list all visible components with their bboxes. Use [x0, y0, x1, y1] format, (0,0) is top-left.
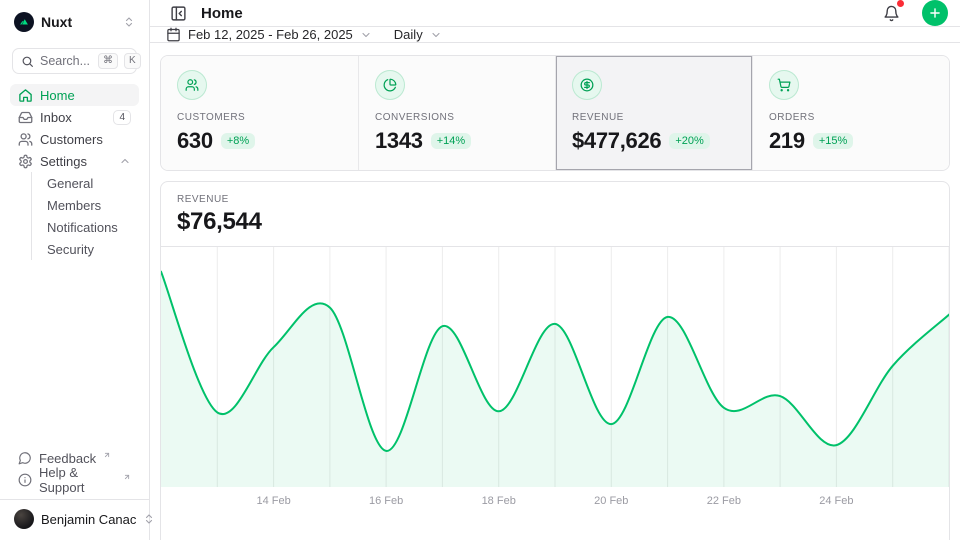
sidebar-item-label: Customers — [40, 132, 103, 147]
kbd-meta: ⌘ — [98, 53, 118, 69]
calendar-icon — [166, 27, 181, 42]
stat-label: CONVERSIONS — [375, 112, 539, 123]
svg-text:14 Feb: 14 Feb — [256, 495, 290, 507]
chart-metric-label: REVENUE — [177, 194, 933, 205]
gear-icon — [18, 154, 33, 169]
sidebar-item-notifications[interactable]: Notifications — [41, 216, 139, 238]
svg-text:18 Feb: 18 Feb — [482, 495, 516, 507]
chevron-up-down-icon — [123, 16, 135, 28]
sidebar-item-general[interactable]: General — [41, 172, 139, 194]
help-support-link[interactable]: Help & Support — [10, 469, 139, 491]
stat-delta-badge: +14% — [431, 133, 471, 149]
stat-card-conversions[interactable]: CONVERSIONS 1343 +14% — [358, 56, 555, 170]
external-link-icon — [103, 451, 111, 459]
settings-sub-list: General Members Notifications Security — [31, 172, 139, 260]
stat-card-revenue[interactable]: REVENUE $477,626 +20% — [555, 56, 752, 170]
stats-row: CUSTOMERS 630 +8% CONVERSIONS 1343 +14% — [160, 55, 950, 171]
divider — [0, 499, 149, 500]
nuxt-logo-icon — [14, 12, 34, 32]
stat-delta-badge: +8% — [221, 133, 255, 149]
inbox-icon — [18, 110, 33, 125]
filters-toolbar: Feb 12, 2025 - Feb 26, 2025 Daily — [150, 27, 960, 43]
bell-icon — [883, 5, 900, 22]
stat-value: 630 — [177, 128, 213, 154]
svg-text:24 Feb: 24 Feb — [819, 495, 853, 507]
workspace-switcher[interactable]: Nuxt — [10, 8, 139, 36]
stat-card-orders[interactable]: ORDERS 219 +15% — [752, 56, 949, 170]
dashboard-content: CUSTOMERS 630 +8% CONVERSIONS 1343 +14% — [150, 43, 960, 540]
inbox-count-badge: 4 — [113, 110, 131, 125]
stat-value: $477,626 — [572, 128, 661, 154]
sidebar-footer: Feedback Help & Support Benjamin Canac — [10, 447, 139, 532]
workspace-name: Nuxt — [41, 14, 116, 30]
sidebar-item-inbox[interactable]: Inbox 4 — [10, 106, 139, 128]
date-range-picker[interactable]: Feb 12, 2025 - Feb 26, 2025 — [166, 27, 372, 42]
stat-card-customers[interactable]: CUSTOMERS 630 +8% — [161, 56, 358, 170]
message-circle-icon — [18, 451, 32, 465]
sidebar-item-label: Inbox — [40, 110, 72, 125]
notification-dot — [897, 0, 904, 7]
stat-delta-badge: +15% — [813, 133, 853, 149]
revenue-area-chart[interactable]: 14 Feb 16 Feb 18 Feb 20 Feb 22 Feb 24 Feb — [161, 247, 949, 515]
external-link-icon — [123, 473, 131, 481]
stat-value: 1343 — [375, 128, 423, 154]
chart-pie-icon — [375, 70, 405, 100]
sub-item-label: Notifications — [47, 220, 118, 235]
user-name: Benjamin Canac — [41, 512, 136, 527]
sidebar-item-customers[interactable]: Customers — [10, 128, 139, 150]
chevron-up-icon — [119, 155, 131, 167]
kbd-k: K — [124, 53, 141, 69]
stat-value: 219 — [769, 128, 805, 154]
chart-metric-value: $76,544 — [177, 208, 933, 236]
footer-link-label: Feedback — [39, 451, 96, 466]
avatar — [14, 509, 34, 529]
app-root: Nuxt ⌘ K Home Inbo — [0, 0, 960, 540]
granularity-label: Daily — [394, 27, 423, 42]
sidebar-item-label: Settings — [40, 154, 87, 169]
panel-left-close-icon — [170, 5, 187, 22]
topbar: Home — [150, 0, 960, 27]
sidebar-nav: Home Inbox 4 Customers Setting — [10, 84, 139, 260]
search-field[interactable]: ⌘ K — [12, 48, 137, 74]
chevron-down-icon — [360, 29, 372, 41]
revenue-chart-card: REVENUE $76,544 14 Feb 16 Feb 18 Feb 20 Feb… — [160, 181, 950, 540]
page-title: Home — [201, 5, 869, 22]
search-input[interactable] — [40, 54, 92, 68]
svg-text:22 Feb: 22 Feb — [707, 495, 741, 507]
stat-label: CUSTOMERS — [177, 112, 342, 123]
circle-dollar-icon — [572, 70, 602, 100]
svg-text:20 Feb: 20 Feb — [594, 495, 628, 507]
stat-label: REVENUE — [572, 112, 736, 123]
shopping-cart-icon — [769, 70, 799, 100]
sub-item-label: General — [47, 176, 93, 191]
sidebar-item-home[interactable]: Home — [10, 84, 139, 106]
sub-item-label: Security — [47, 242, 94, 257]
sidebar-item-security[interactable]: Security — [41, 238, 139, 260]
sidebar: Nuxt ⌘ K Home Inbo — [0, 0, 150, 540]
footer-link-label: Help & Support — [39, 465, 116, 495]
info-circle-icon — [18, 473, 32, 487]
search-icon — [21, 55, 34, 68]
sidebar-item-members[interactable]: Members — [41, 194, 139, 216]
user-menu[interactable]: Benjamin Canac — [10, 506, 139, 532]
sidebar-item-label: Home — [40, 88, 75, 103]
plus-icon — [928, 6, 942, 20]
home-icon — [18, 88, 33, 103]
sidebar-item-settings[interactable]: Settings — [10, 150, 139, 172]
sub-item-label: Members — [47, 198, 101, 213]
svg-text:16 Feb: 16 Feb — [369, 495, 403, 507]
users-icon — [18, 132, 33, 147]
collapse-sidebar-button[interactable] — [166, 1, 191, 26]
main-area: Home Feb 12, 2025 - Feb 26, 2025 Daily — [150, 0, 960, 540]
chevron-down-icon — [430, 29, 442, 41]
stat-delta-badge: +20% — [669, 133, 709, 149]
date-range-label: Feb 12, 2025 - Feb 26, 2025 — [188, 27, 353, 42]
notifications-button[interactable] — [879, 1, 904, 26]
add-button[interactable] — [922, 0, 948, 26]
granularity-select[interactable]: Daily — [394, 27, 442, 42]
users-icon — [177, 70, 207, 100]
stat-label: ORDERS — [769, 112, 933, 123]
chart-header: REVENUE $76,544 — [161, 182, 949, 247]
